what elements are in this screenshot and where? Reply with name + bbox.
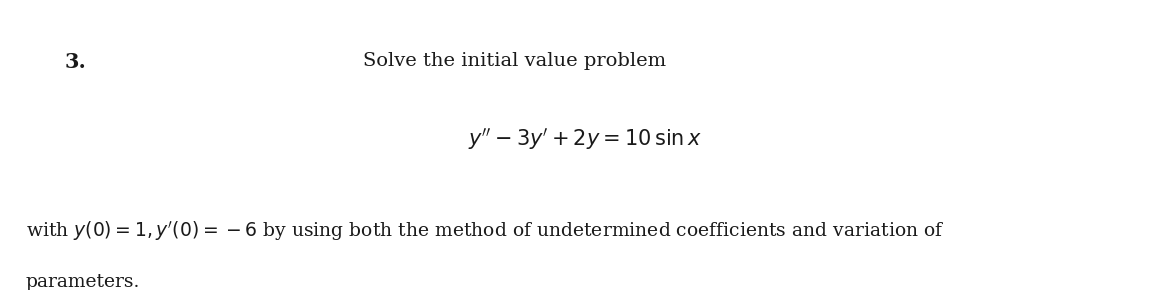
Text: parameters.: parameters.: [26, 273, 140, 290]
Text: Solve the initial value problem: Solve the initial value problem: [363, 52, 666, 70]
Text: 3.: 3.: [64, 52, 87, 72]
Text: with $y(0) = 1, y'(0) = -6$ by using both the method of undetermined coefficient: with $y(0) = 1, y'(0) = -6$ by using bot…: [26, 219, 944, 243]
Text: $y'' - 3y' + 2y = 10\,\sin x$: $y'' - 3y' + 2y = 10\,\sin x$: [468, 126, 702, 152]
